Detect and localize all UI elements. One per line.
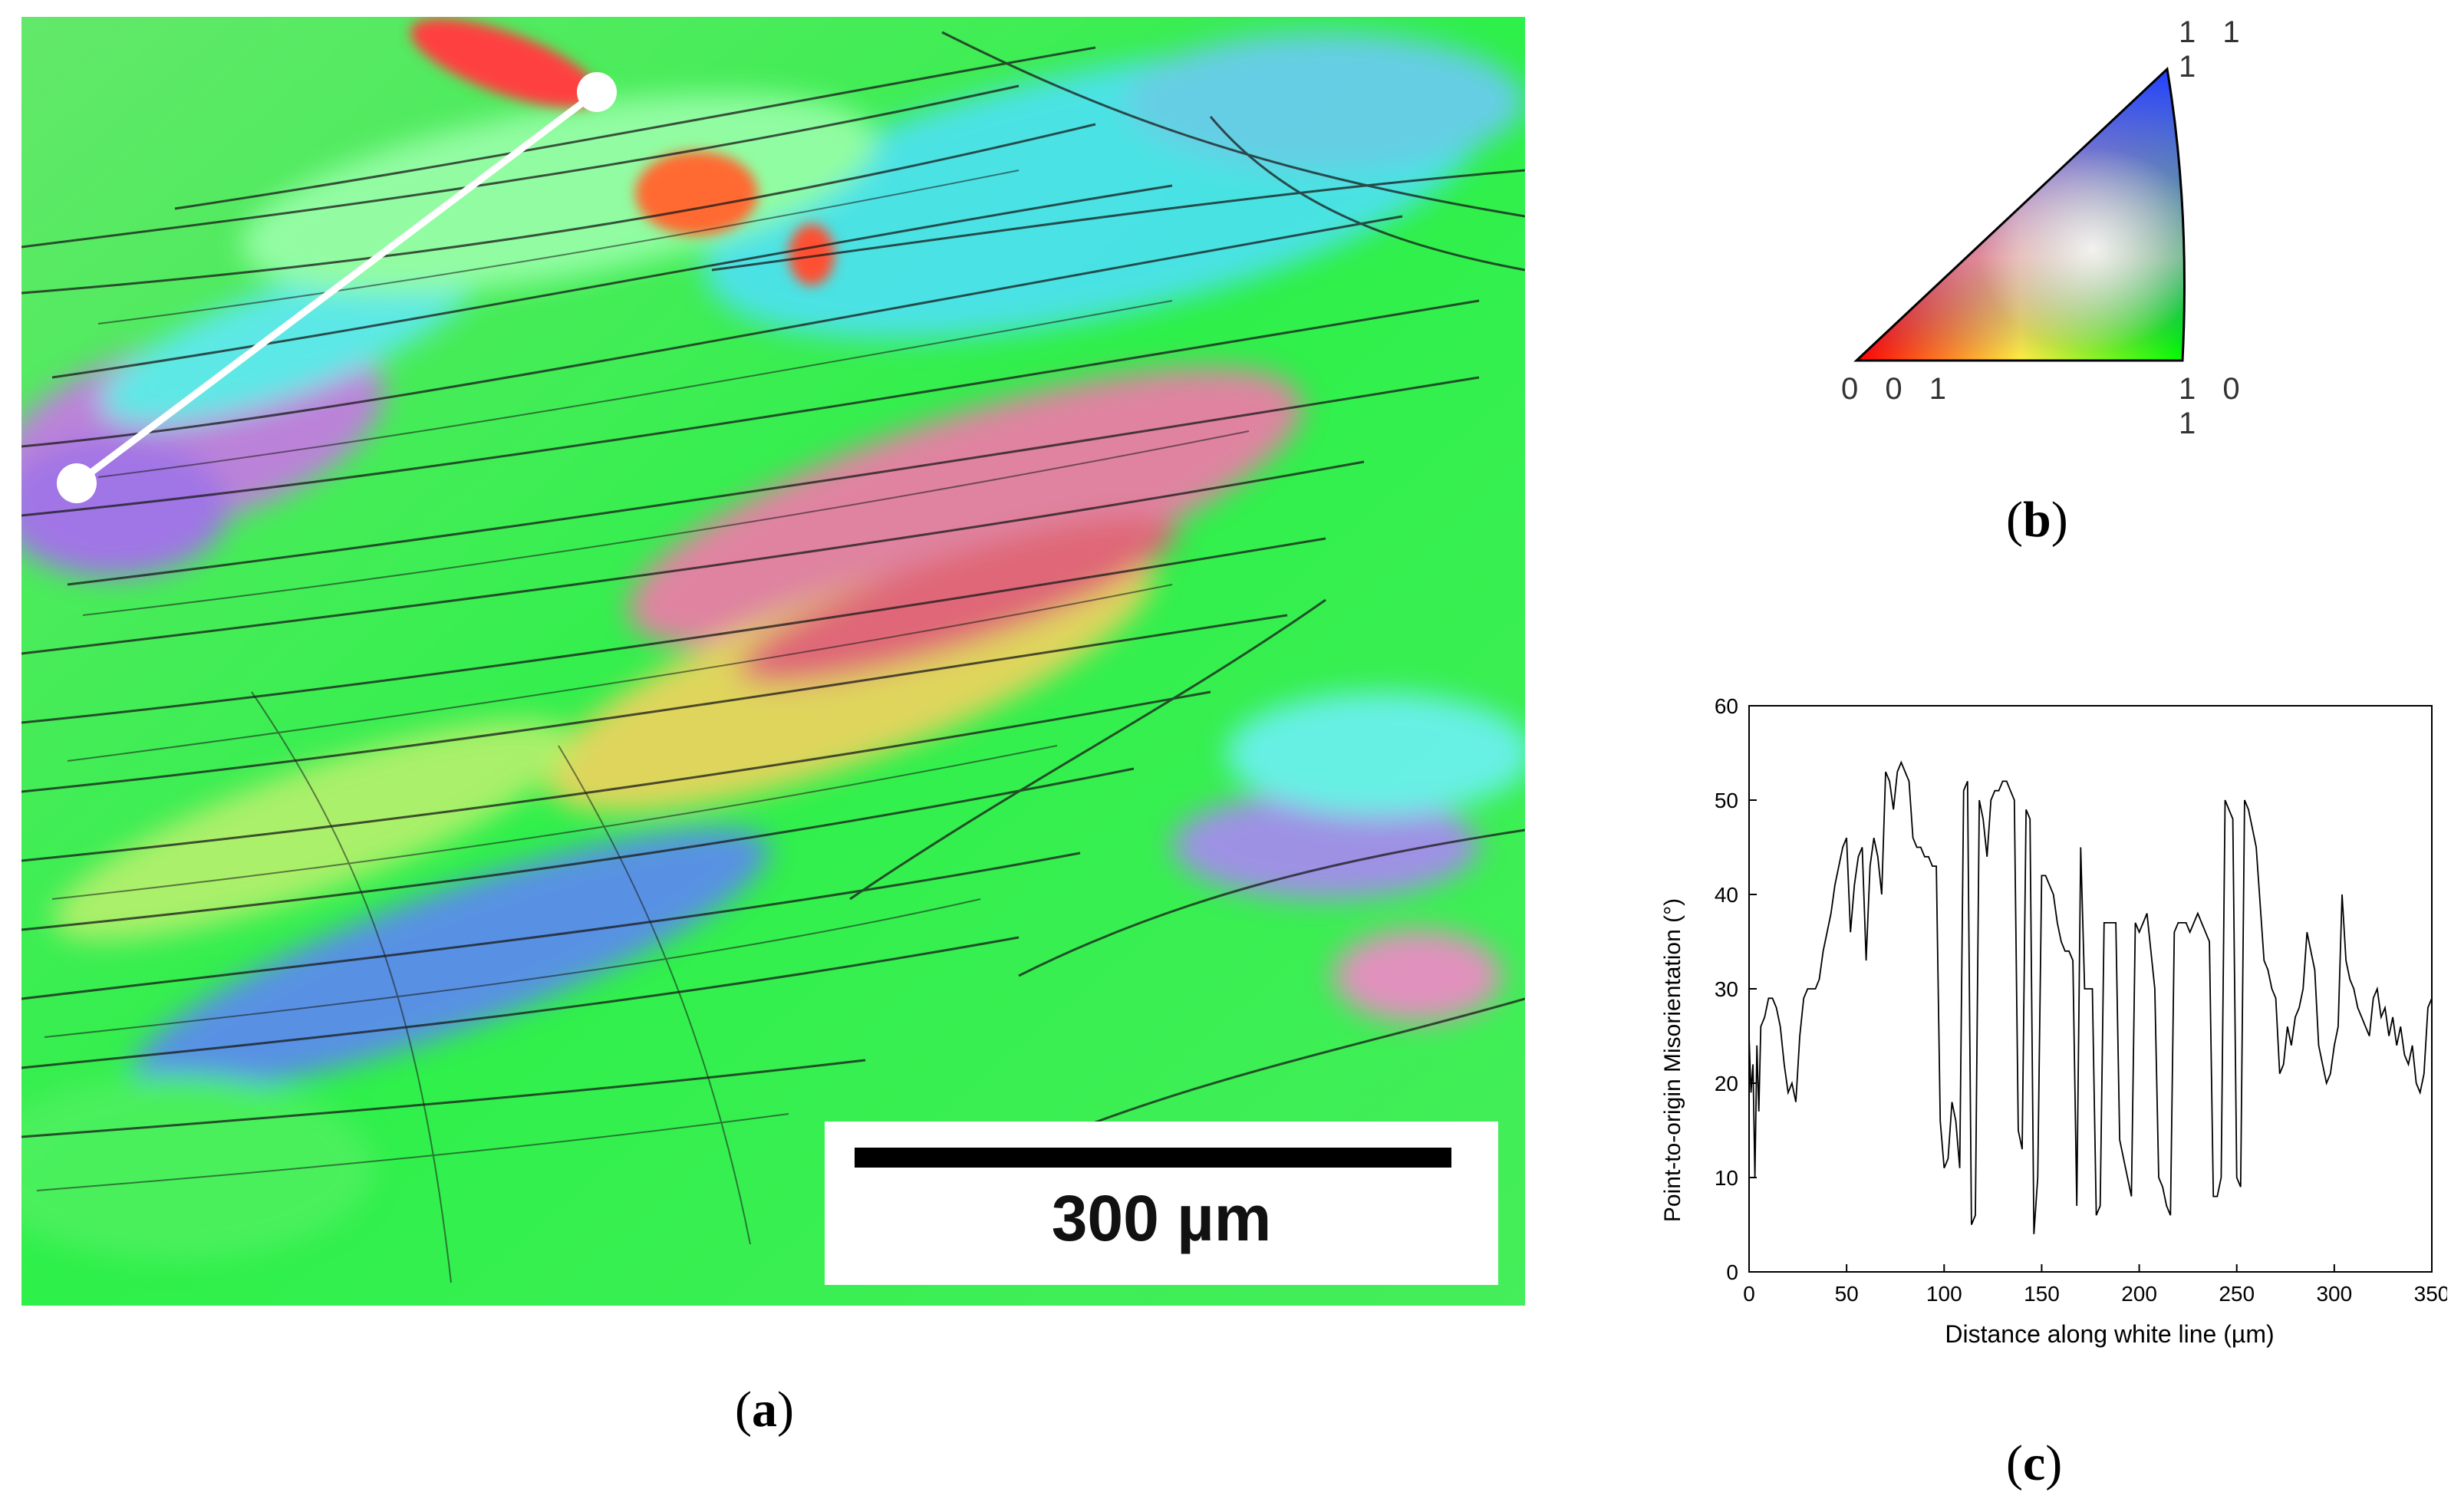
x-axis-label: Distance along white line (µm): [1945, 1320, 2274, 1348]
y-tick-label: 10: [1715, 1166, 1738, 1190]
scale-bar-line: [855, 1148, 1451, 1168]
y-tick-label: 40: [1715, 883, 1738, 907]
x-tick-label: 150: [2024, 1282, 2060, 1306]
ipf-label-111: 1 1 1: [2179, 15, 2249, 84]
series-line-0: [1748, 760, 2433, 1234]
x-tick-label: 350: [2414, 1282, 2447, 1306]
x-tick-label: 250: [2219, 1282, 2255, 1306]
x-tick-label: 200: [2121, 1282, 2157, 1306]
ipf-color-key: 1 1 1 0 0 1 1 0 1: [1841, 15, 2271, 440]
ipf-triangle: [1853, 66, 2186, 362]
chart-series-line: [1748, 760, 2433, 1234]
ipf-label-001: 0 0 1: [1841, 372, 1955, 406]
scale-bar: 300 µm: [825, 1122, 1498, 1285]
y-tick-label: 60: [1715, 694, 1738, 718]
x-tick-label: 50: [1835, 1282, 1859, 1306]
ebsd-map-image: [21, 17, 1525, 1306]
chart-ticks: 0 50 100 150 200 250 300 350 0 10 20 30 40 50 60: [1715, 694, 2447, 1306]
y-tick-label: 0: [1726, 1260, 1738, 1284]
panel-label-a: (a): [735, 1382, 794, 1438]
chart-svg: 0 50 100 150 200 250 300 350 0 10 20 30 40 50 60 Dista…: [1660, 694, 2447, 1348]
y-tick-label: 50: [1715, 789, 1738, 812]
measurement-end-dot: [577, 72, 617, 112]
panel-label-c: (c): [2006, 1435, 2063, 1491]
measurement-start-dot: [57, 463, 97, 503]
panel-label-b: (b): [2006, 492, 2068, 548]
x-tick-label: 0: [1743, 1282, 1755, 1306]
x-tick-label: 100: [1926, 1282, 1962, 1306]
x-tick-label: 300: [2316, 1282, 2352, 1306]
y-tick-label: 20: [1715, 1072, 1738, 1095]
measurement-line: [74, 89, 599, 486]
y-axis-label: Point-to-origin Misorientation (°): [1660, 898, 1685, 1222]
misorientation-chart: 0 50 100 150 200 250 300 350 0 10 20 30 40 50 60 Dista…: [1626, 690, 2447, 1365]
scale-bar-label: 300 µm: [1051, 1182, 1272, 1254]
y-tick-label: 30: [1715, 977, 1738, 1001]
ebsd-orientation-map: 300 µm: [21, 17, 1525, 1306]
ipf-label-101: 1 0 1: [2179, 372, 2249, 440]
